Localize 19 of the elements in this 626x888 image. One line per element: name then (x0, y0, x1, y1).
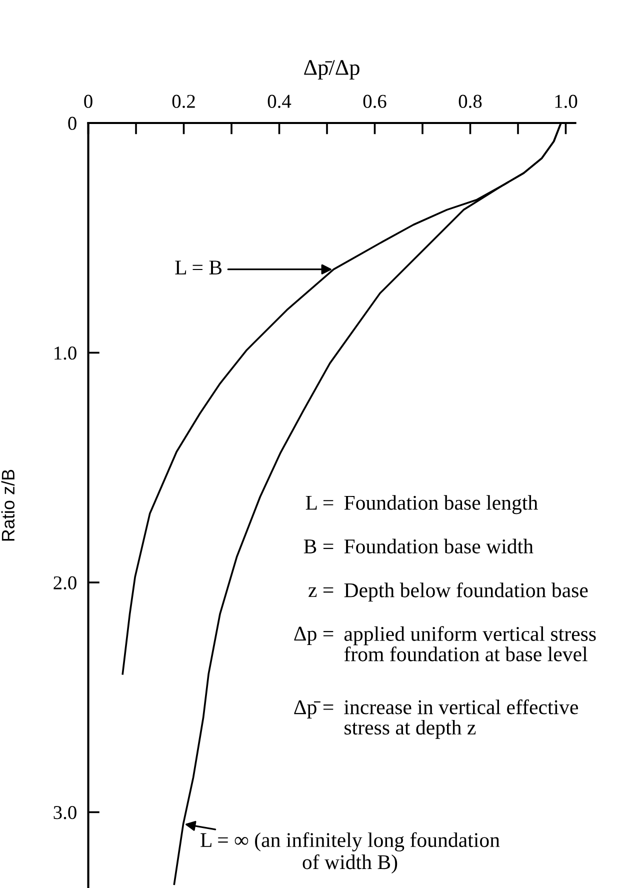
y-tick-label: 2.0 (54, 576, 76, 590)
annotation: L = Foundation base length (306, 495, 538, 514)
annotation: Δp̄ = increase in vertical effective stress at depth z (294, 699, 578, 739)
series-label: L = ∞ (an infinitely long foundation of width B) (200, 832, 500, 874)
x-tick-label: 1.0 (555, 94, 578, 108)
x-axis-title: Δp̄/Δp (304, 60, 360, 80)
y-tick-label: 1.0 (54, 346, 76, 360)
annotation: z = Depth below foundation base (308, 582, 588, 602)
x-tick-label: 0 (84, 94, 92, 108)
x-tick-label: 0.4 (268, 94, 292, 108)
x-tick-label: 0.8 (458, 94, 482, 108)
x-tick-label: 0.6 (363, 94, 386, 108)
y-tick-label: 3.0 (54, 806, 76, 820)
y-axis-title: Ratio z/B (1, 470, 15, 541)
legend-label: L = B (175, 260, 222, 274)
annotation: B = Foundation base width (304, 538, 534, 554)
y-tick-label: 0 (68, 116, 76, 130)
annotation: Δp = applied uniform vertical stress from foundation at base level (294, 626, 596, 662)
x-tick-label: 0.2 (172, 94, 195, 108)
